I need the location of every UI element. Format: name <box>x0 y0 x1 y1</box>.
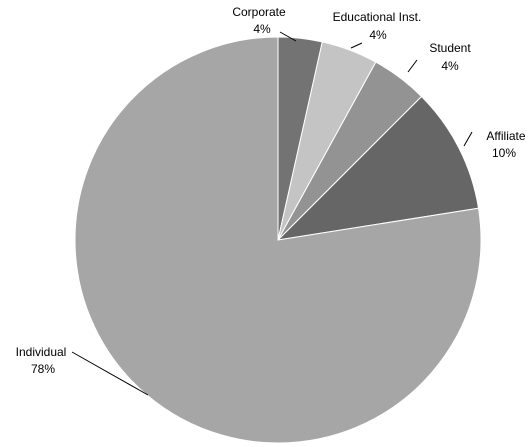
slice-value-affiliate: 10% <box>492 146 516 160</box>
slice-label-individual: Individual <box>16 345 67 359</box>
leader-line-individual <box>71 351 149 396</box>
leader-line-student <box>407 59 418 73</box>
slice-value-individual: 78% <box>31 362 55 376</box>
leader-lines <box>71 31 473 396</box>
slice-label-affiliate: Affiliate <box>486 129 525 143</box>
slice-value-educational-inst: 4% <box>369 28 387 42</box>
slice-label-educational-inst: Educational Inst. <box>333 10 422 24</box>
slice-label-corporate: Corporate <box>232 5 286 19</box>
pie-slices <box>74 36 482 444</box>
slice-value-corporate: 4% <box>253 22 271 36</box>
slice-label-student: Student <box>429 41 471 55</box>
leader-line-affiliate <box>463 131 473 147</box>
pie-slice-affiliate <box>276 95 480 241</box>
leader-line-corporate <box>279 31 297 42</box>
slice-labels: Corporate 4% Educational Inst. 4% Student 4% A… <box>16 5 526 376</box>
leader-line-educational-inst <box>350 42 363 49</box>
slice-value-student: 4% <box>441 59 459 73</box>
